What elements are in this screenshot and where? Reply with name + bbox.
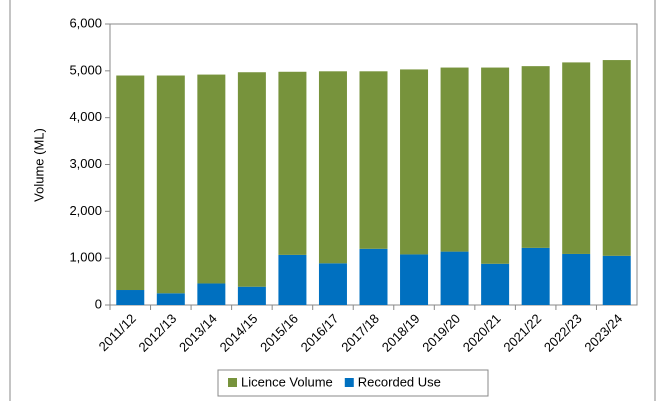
bar-segment (481, 263, 510, 305)
bar-segment (602, 60, 631, 256)
x-tick-label: 2019/20 (419, 311, 463, 355)
y-tick-label: 1,000 (69, 250, 102, 265)
y-axis-label: Volume (ML) (31, 128, 46, 202)
x-tick-label: 2023/24 (581, 311, 625, 355)
x-tick-label: 2011/12 (96, 311, 139, 354)
bar-segment (359, 71, 388, 249)
x-tick-label: 2012/13 (136, 311, 180, 355)
bar-segment (359, 248, 388, 305)
x-tick-label: 2016/17 (298, 311, 342, 355)
bar-segment (237, 72, 266, 287)
bar-segment (278, 71, 307, 255)
legend-swatch (228, 378, 237, 387)
bar-segment (318, 263, 347, 305)
x-tick-label: 2020/21 (460, 311, 504, 355)
y-tick-label: 6,000 (69, 15, 102, 30)
bar-segment (400, 254, 429, 305)
bar-segment (318, 71, 347, 264)
x-tick-label: 2013/14 (176, 311, 220, 355)
bar-segment (562, 253, 591, 305)
x-tick-label: 2021/22 (500, 311, 544, 355)
bar-segment (116, 75, 145, 291)
x-tick-label: 2022/23 (541, 311, 585, 355)
bar-segment (521, 66, 550, 248)
y-tick-label: 5,000 (69, 62, 102, 77)
y-tick-label: 0 (95, 296, 102, 311)
y-tick-label: 3,000 (69, 156, 102, 171)
bar-segment (116, 290, 145, 305)
x-tick-label: 2017/18 (338, 311, 382, 355)
y-tick-label: 2,000 (69, 203, 102, 218)
x-tick-label: 2014/15 (217, 311, 261, 355)
legend-swatch (344, 378, 354, 387)
bar-segment (197, 74, 226, 284)
bar-segment (156, 75, 185, 294)
bar-segment (521, 247, 550, 305)
bar-segment (602, 255, 631, 305)
bar-segment (440, 67, 469, 252)
bar-segment (481, 67, 510, 264)
bar-segment (400, 69, 429, 255)
bar-segment (440, 251, 469, 305)
bar-segment (562, 62, 591, 254)
bar-segment (197, 283, 226, 305)
bar-segment (237, 286, 266, 305)
legend-label: Licence Volume (241, 374, 333, 389)
bar-segment (156, 293, 185, 305)
y-tick-label: 4,000 (69, 109, 102, 124)
legend-label: Recorded Use (358, 374, 441, 389)
bar-segment (278, 254, 307, 305)
x-tick-label: 2018/19 (379, 311, 423, 355)
x-tick-label: 2015/16 (257, 311, 301, 355)
